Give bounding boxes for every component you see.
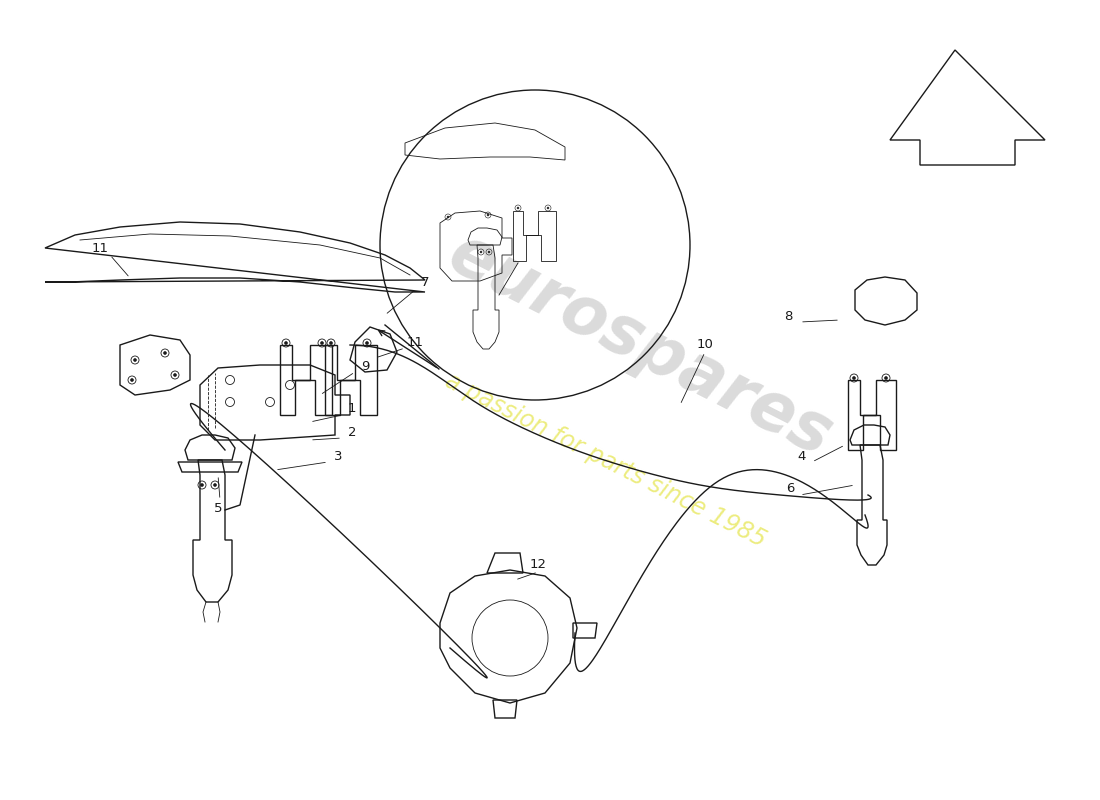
Circle shape [174,374,176,377]
Circle shape [547,207,549,209]
Text: eurospares: eurospares [438,220,843,470]
Text: 6: 6 [785,482,794,495]
Circle shape [330,342,332,345]
Text: 11: 11 [407,335,424,349]
Circle shape [133,358,136,362]
Circle shape [164,351,166,354]
Text: 2: 2 [348,426,356,438]
Text: 3: 3 [333,450,342,462]
Text: 11: 11 [91,242,109,254]
Circle shape [447,216,449,218]
Circle shape [285,342,287,345]
Text: 12: 12 [529,558,547,570]
Circle shape [213,483,217,486]
Circle shape [131,378,133,382]
Circle shape [517,207,519,209]
Circle shape [480,251,482,253]
Text: 1: 1 [348,402,356,415]
Text: 8: 8 [784,310,792,322]
Circle shape [200,483,204,486]
Text: 9: 9 [361,359,370,373]
Circle shape [884,377,888,379]
Text: 5: 5 [213,502,222,514]
Text: a passion for parts since 1985: a passion for parts since 1985 [441,368,769,552]
Text: 7: 7 [420,275,429,289]
Circle shape [488,251,490,253]
Circle shape [852,377,856,379]
Text: 10: 10 [696,338,714,350]
Text: 4: 4 [798,450,806,462]
Circle shape [320,342,323,345]
Circle shape [487,214,490,216]
Circle shape [365,342,369,345]
